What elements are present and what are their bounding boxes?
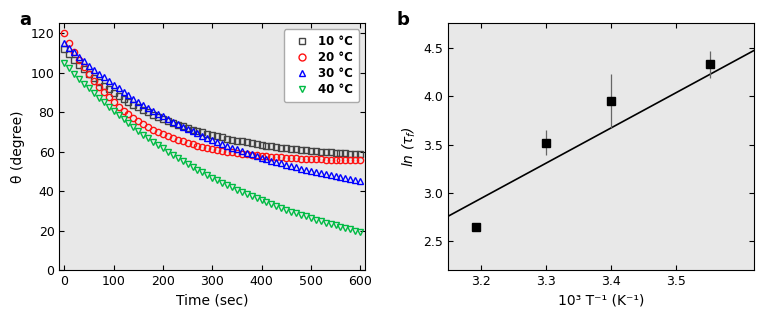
30 °C bbox=[163, 117, 172, 121]
X-axis label: Time (sec): Time (sec) bbox=[176, 294, 249, 308]
10 °C bbox=[237, 140, 246, 144]
20 °C bbox=[60, 31, 69, 35]
40 °C bbox=[237, 190, 246, 194]
30 °C bbox=[356, 179, 365, 183]
10 °C bbox=[217, 136, 226, 139]
10 °C bbox=[163, 119, 172, 123]
Y-axis label: θ (degree): θ (degree) bbox=[11, 111, 25, 183]
Legend: 10 °C, 20 °C, 30 °C, 40 °C: 10 °C, 20 °C, 30 °C, 40 °C bbox=[284, 29, 360, 102]
40 °C bbox=[60, 61, 69, 65]
30 °C bbox=[237, 149, 246, 153]
Line: 20 °C: 20 °C bbox=[61, 30, 363, 164]
20 °C bbox=[316, 158, 325, 161]
10 °C bbox=[356, 152, 365, 156]
10 °C bbox=[119, 97, 128, 101]
Line: 10 °C: 10 °C bbox=[61, 46, 363, 157]
30 °C bbox=[119, 90, 128, 94]
Text: b: b bbox=[396, 11, 409, 29]
40 °C bbox=[316, 219, 325, 223]
20 °C bbox=[129, 116, 138, 120]
10 °C bbox=[316, 150, 325, 153]
20 °C bbox=[356, 159, 365, 162]
Text: a: a bbox=[20, 11, 31, 29]
40 °C bbox=[217, 181, 226, 185]
Line: 30 °C: 30 °C bbox=[61, 40, 363, 184]
20 °C bbox=[217, 149, 226, 153]
10 °C bbox=[129, 103, 138, 107]
40 °C bbox=[163, 150, 172, 154]
40 °C bbox=[119, 117, 128, 121]
Y-axis label: ln ($\tau_f$): ln ($\tau_f$) bbox=[401, 127, 418, 167]
20 °C bbox=[237, 152, 246, 156]
20 °C bbox=[119, 109, 128, 113]
10 °C bbox=[60, 47, 69, 51]
20 °C bbox=[163, 134, 172, 138]
Line: 40 °C: 40 °C bbox=[61, 60, 363, 235]
30 °C bbox=[217, 142, 226, 146]
30 °C bbox=[129, 97, 138, 100]
40 °C bbox=[356, 230, 365, 234]
40 °C bbox=[129, 125, 138, 129]
30 °C bbox=[60, 41, 69, 45]
X-axis label: 10³ T⁻¹ (K⁻¹): 10³ T⁻¹ (K⁻¹) bbox=[558, 294, 644, 308]
30 °C bbox=[316, 171, 325, 175]
